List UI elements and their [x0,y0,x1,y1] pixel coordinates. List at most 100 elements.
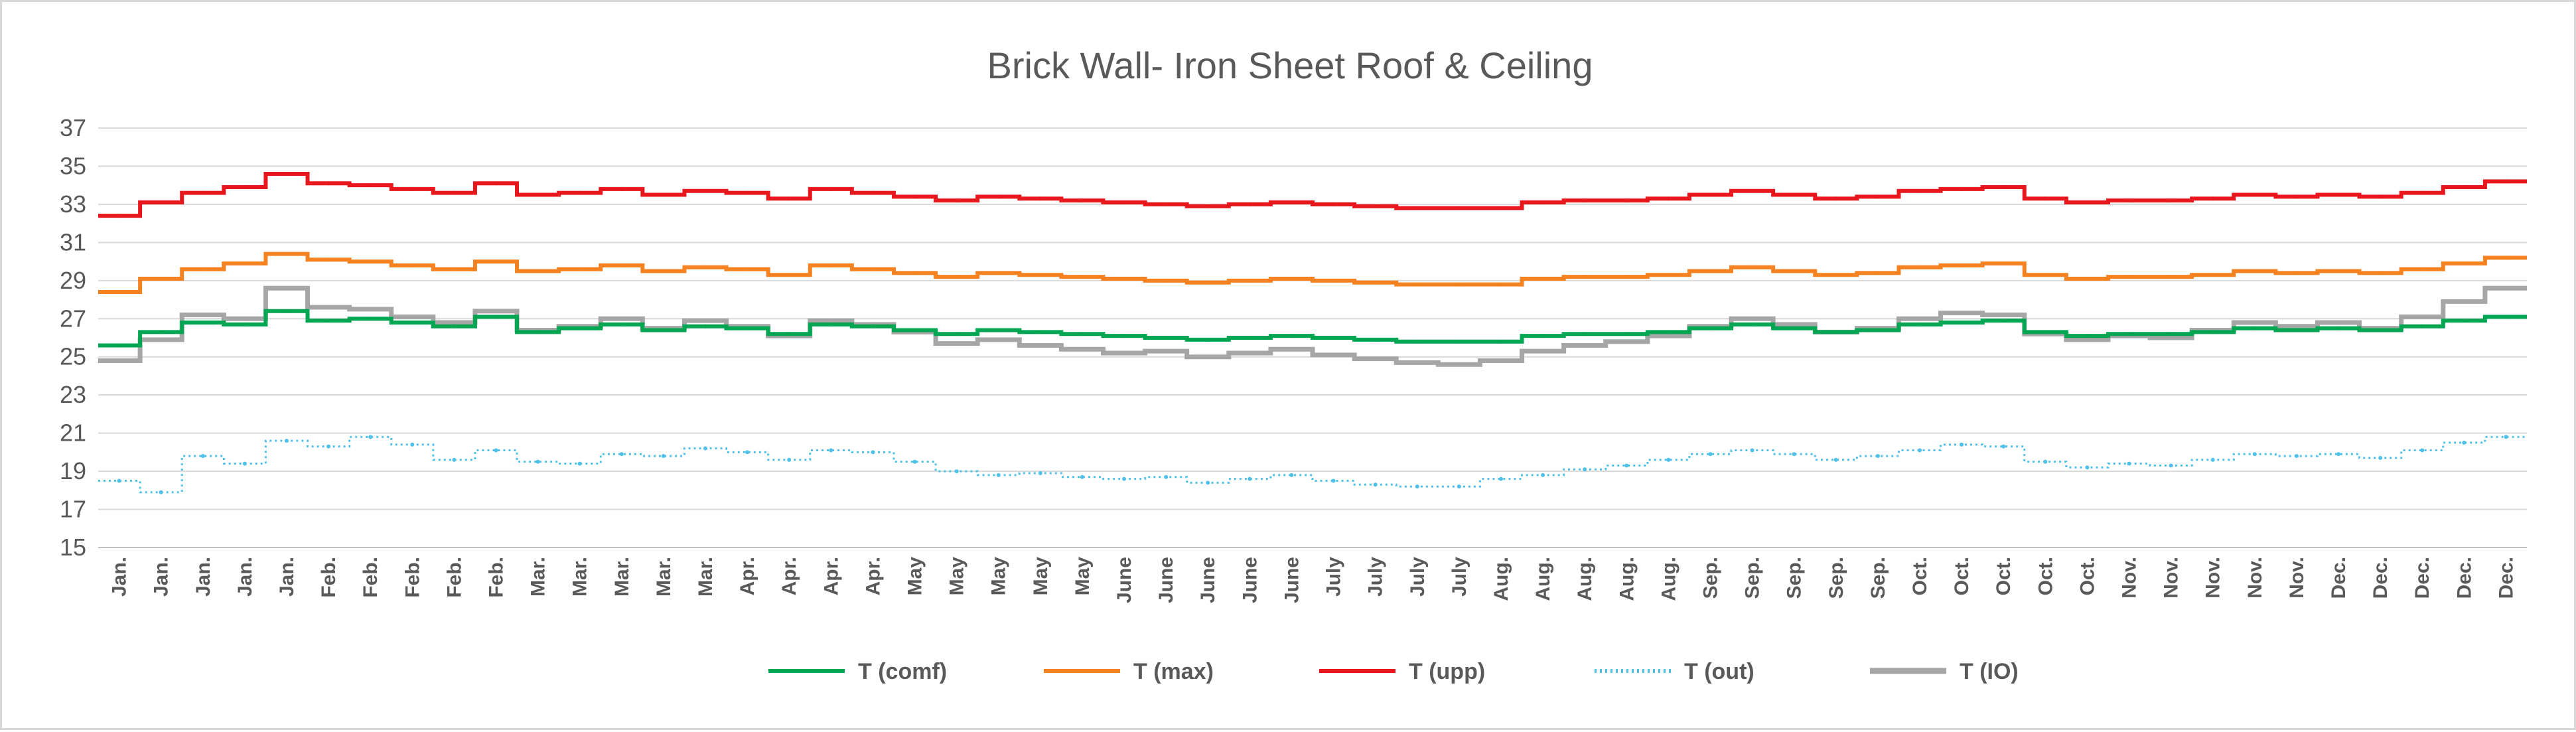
data-point [2169,332,2173,336]
x-tick-label: June [1113,557,1135,603]
data-point [1206,280,1210,285]
x-tick-label: June [1155,557,1177,603]
data-point [494,259,498,264]
x-axis: Jan. Jan. Jan. Jan. Jan. Feb. Feb. Feb. Feb. Feb.… [98,547,2527,603]
data-point [452,267,457,271]
data-point [1624,463,1629,468]
data-point [452,457,457,462]
x-tick-label: July [1449,557,1470,597]
series-group [98,171,2527,494]
data-point [1875,328,1880,332]
data-point [2378,328,2383,332]
x-tick-label: Nov. [2286,557,2308,599]
data-point [242,261,247,265]
x-tick-label: May [904,557,926,596]
data-point [1122,350,1127,355]
x-tick-label: Feb. [401,557,423,598]
y-tick-label: 31 [60,228,86,256]
legend-item: T (comf) [768,659,947,684]
x-tick-label: Nov. [2244,557,2266,599]
x-tick-label: Nov. [2119,557,2141,599]
x-tick-label: Mar. [569,557,591,597]
x-tick-label: Dec. [2411,557,2433,599]
data-point [2169,463,2173,468]
data-point [494,309,498,313]
data-point [1624,339,1629,344]
data-point [1248,278,1252,283]
data-point [200,313,205,317]
data-point [1750,317,1754,321]
data-point [2462,185,2467,190]
data-point [368,435,373,439]
data-point [536,192,540,197]
x-tick-label: Feb. [318,557,340,598]
data-point [452,321,457,325]
data-point [536,269,540,273]
data-point [1373,204,1378,208]
data-point [1415,484,1419,489]
data-point [1415,360,1419,365]
data-point [2169,336,2173,340]
data-point [536,330,540,334]
x-tick-label: Sep. [1867,557,1889,599]
data-point [1289,473,1294,477]
data-point [1206,354,1210,359]
data-point [1164,475,1169,479]
y-axis-ticks: 15 17 19 21 23 25 27 29 31 33 35 37 [60,114,86,561]
data-point [368,317,373,321]
data-point [1248,336,1252,340]
data-point [452,190,457,195]
data-point [1583,343,1587,348]
data-point [1750,188,1754,193]
data-point [577,190,582,195]
data-point [996,473,1001,477]
legend-label: T (max) [1133,659,1214,684]
x-tick-label: Sep. [1825,557,1847,599]
data-point [619,263,624,267]
data-point [1415,339,1419,344]
data-point [2085,465,2090,470]
data-point [996,194,1001,199]
data-point [745,190,750,195]
data-point [117,343,121,348]
data-point [2462,299,2467,304]
x-tick-label: Jan. [192,557,214,597]
data-point [1624,275,1629,279]
data-point [1498,358,1503,363]
data-point [1960,321,1964,325]
x-tick-label: Feb. [485,557,507,598]
data-point [494,315,498,319]
data-point [284,252,289,256]
data-point [1960,311,1964,315]
data-point [1666,196,1671,201]
data-point [242,185,247,190]
data-point [1164,278,1169,283]
data-point [117,358,121,363]
x-tick-label: Mar. [528,557,549,597]
data-point [2085,200,2090,205]
x-tick-label: Sep. [1742,557,1764,599]
x-tick-label: Mar. [695,557,717,597]
data-point [2420,267,2425,271]
data-point [1708,452,1713,457]
data-point [787,273,792,277]
x-tick-label: July [1407,557,1429,597]
series-tcomf [98,309,2527,348]
data-point [1164,202,1169,206]
data-point [1666,457,1671,462]
data-point [829,322,833,327]
data-point [2504,179,2508,184]
data-point [1792,269,1796,273]
data-point [117,290,121,295]
data-point [2043,330,2048,334]
y-tick-label: 33 [60,190,86,218]
data-point [619,452,624,457]
data-point [1248,350,1252,355]
data-point [829,319,833,323]
data-point [1080,332,1084,336]
data-point [1038,343,1042,348]
x-tick-label: Oct. [2076,557,2098,595]
data-point [1206,337,1210,342]
data-point [159,490,163,494]
data-point [619,317,624,321]
